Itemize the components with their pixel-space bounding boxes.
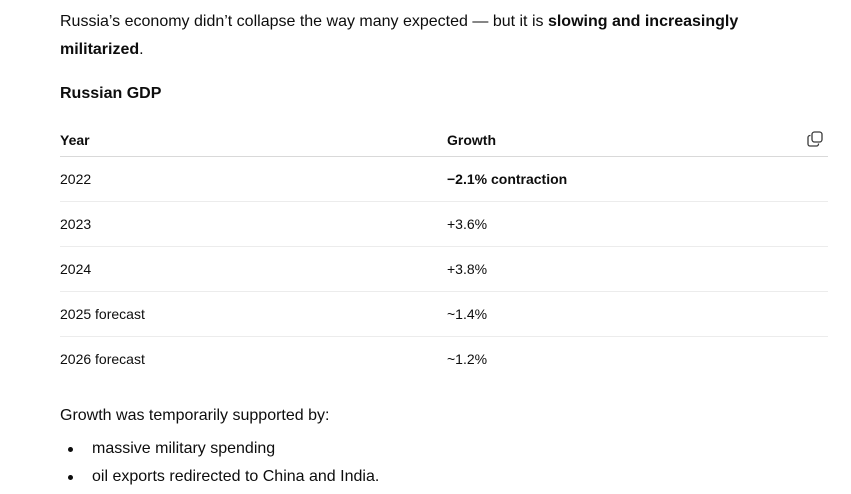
cell-growth: +3.6% <box>447 216 488 232</box>
support-list: massive military spending oil exports re… <box>60 437 379 493</box>
cell-year: 2026 forecast <box>60 351 145 367</box>
table-row: 2022 −2.1% contraction <box>60 157 828 202</box>
column-header-growth: Growth <box>447 132 496 148</box>
bullet-icon <box>68 447 73 452</box>
intro-bold-text: slowing and increasingly militarized <box>60 13 739 58</box>
table-row: 2023 +3.6% <box>60 202 828 247</box>
list-item: massive military spending <box>60 437 379 465</box>
gdp-table: Year Growth 2022 −2.1% contraction 2023 … <box>60 123 828 381</box>
cell-year: 2024 <box>60 261 92 277</box>
list-item-text: oil exports redirected to China and Indi… <box>92 468 380 485</box>
cell-year: 2023 <box>60 216 92 232</box>
intro-paragraph: Russia’s economy didn’t collapse the way… <box>60 8 780 64</box>
table-row: 2024 +3.8% <box>60 247 828 292</box>
list-item: oil exports redirected to China and Indi… <box>60 465 379 493</box>
list-item-text: massive military spending <box>92 440 276 457</box>
cell-growth: −2.1% contraction <box>447 171 568 187</box>
bullet-icon <box>68 475 73 480</box>
table-row: 2026 forecast ~1.2% <box>60 337 828 381</box>
table-row: 2025 forecast ~1.4% <box>60 292 828 337</box>
cell-growth: +3.8% <box>447 261 488 277</box>
followup-paragraph: Growth was temporarily supported by: <box>60 407 330 424</box>
cell-growth: ~1.2% <box>447 351 488 367</box>
table-header: Year Growth <box>60 123 828 157</box>
column-header-year: Year <box>60 132 90 148</box>
intro-text-end: . <box>139 41 144 58</box>
section-heading: Russian GDP <box>60 85 162 102</box>
copy-icon[interactable] <box>806 130 824 148</box>
cell-growth: ~1.4% <box>447 306 488 322</box>
cell-year: 2022 <box>60 171 92 187</box>
intro-text: Russia’s economy didn’t collapse the way… <box>60 13 548 30</box>
cell-year: 2025 forecast <box>60 306 145 322</box>
